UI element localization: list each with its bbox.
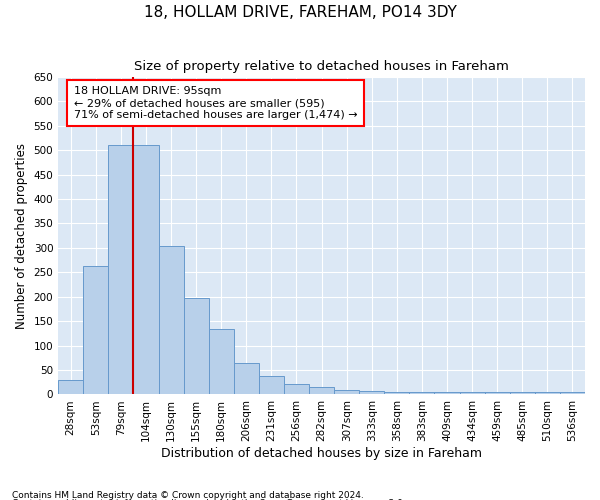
Bar — [109, 146, 133, 394]
Bar — [535, 392, 560, 394]
Text: Contains HM Land Registry data © Crown copyright and database right 2024.: Contains HM Land Registry data © Crown c… — [12, 490, 364, 500]
Bar — [385, 392, 409, 394]
Bar — [209, 330, 234, 394]
Bar — [334, 390, 359, 394]
Bar — [58, 380, 83, 394]
Bar — [460, 392, 485, 394]
Bar — [359, 391, 385, 394]
Bar — [409, 392, 434, 394]
Bar — [234, 362, 259, 394]
Bar — [434, 392, 460, 394]
Bar — [259, 376, 284, 394]
Bar — [510, 392, 535, 394]
X-axis label: Distribution of detached houses by size in Fareham: Distribution of detached houses by size … — [161, 447, 482, 460]
Bar — [133, 146, 158, 394]
Text: 18 HOLLAM DRIVE: 95sqm
← 29% of detached houses are smaller (595)
71% of semi-de: 18 HOLLAM DRIVE: 95sqm ← 29% of detached… — [74, 86, 358, 120]
Bar — [184, 298, 209, 394]
Title: Size of property relative to detached houses in Fareham: Size of property relative to detached ho… — [134, 60, 509, 73]
Bar — [560, 392, 585, 394]
Bar — [309, 387, 334, 394]
Bar — [485, 392, 510, 394]
Text: 18, HOLLAM DRIVE, FAREHAM, PO14 3DY: 18, HOLLAM DRIVE, FAREHAM, PO14 3DY — [143, 5, 457, 20]
Y-axis label: Number of detached properties: Number of detached properties — [15, 142, 28, 328]
Bar — [158, 246, 184, 394]
Bar — [284, 384, 309, 394]
Bar — [83, 266, 109, 394]
Text: Contains public sector information licensed under the Open Government Licence v3: Contains public sector information licen… — [12, 499, 406, 500]
